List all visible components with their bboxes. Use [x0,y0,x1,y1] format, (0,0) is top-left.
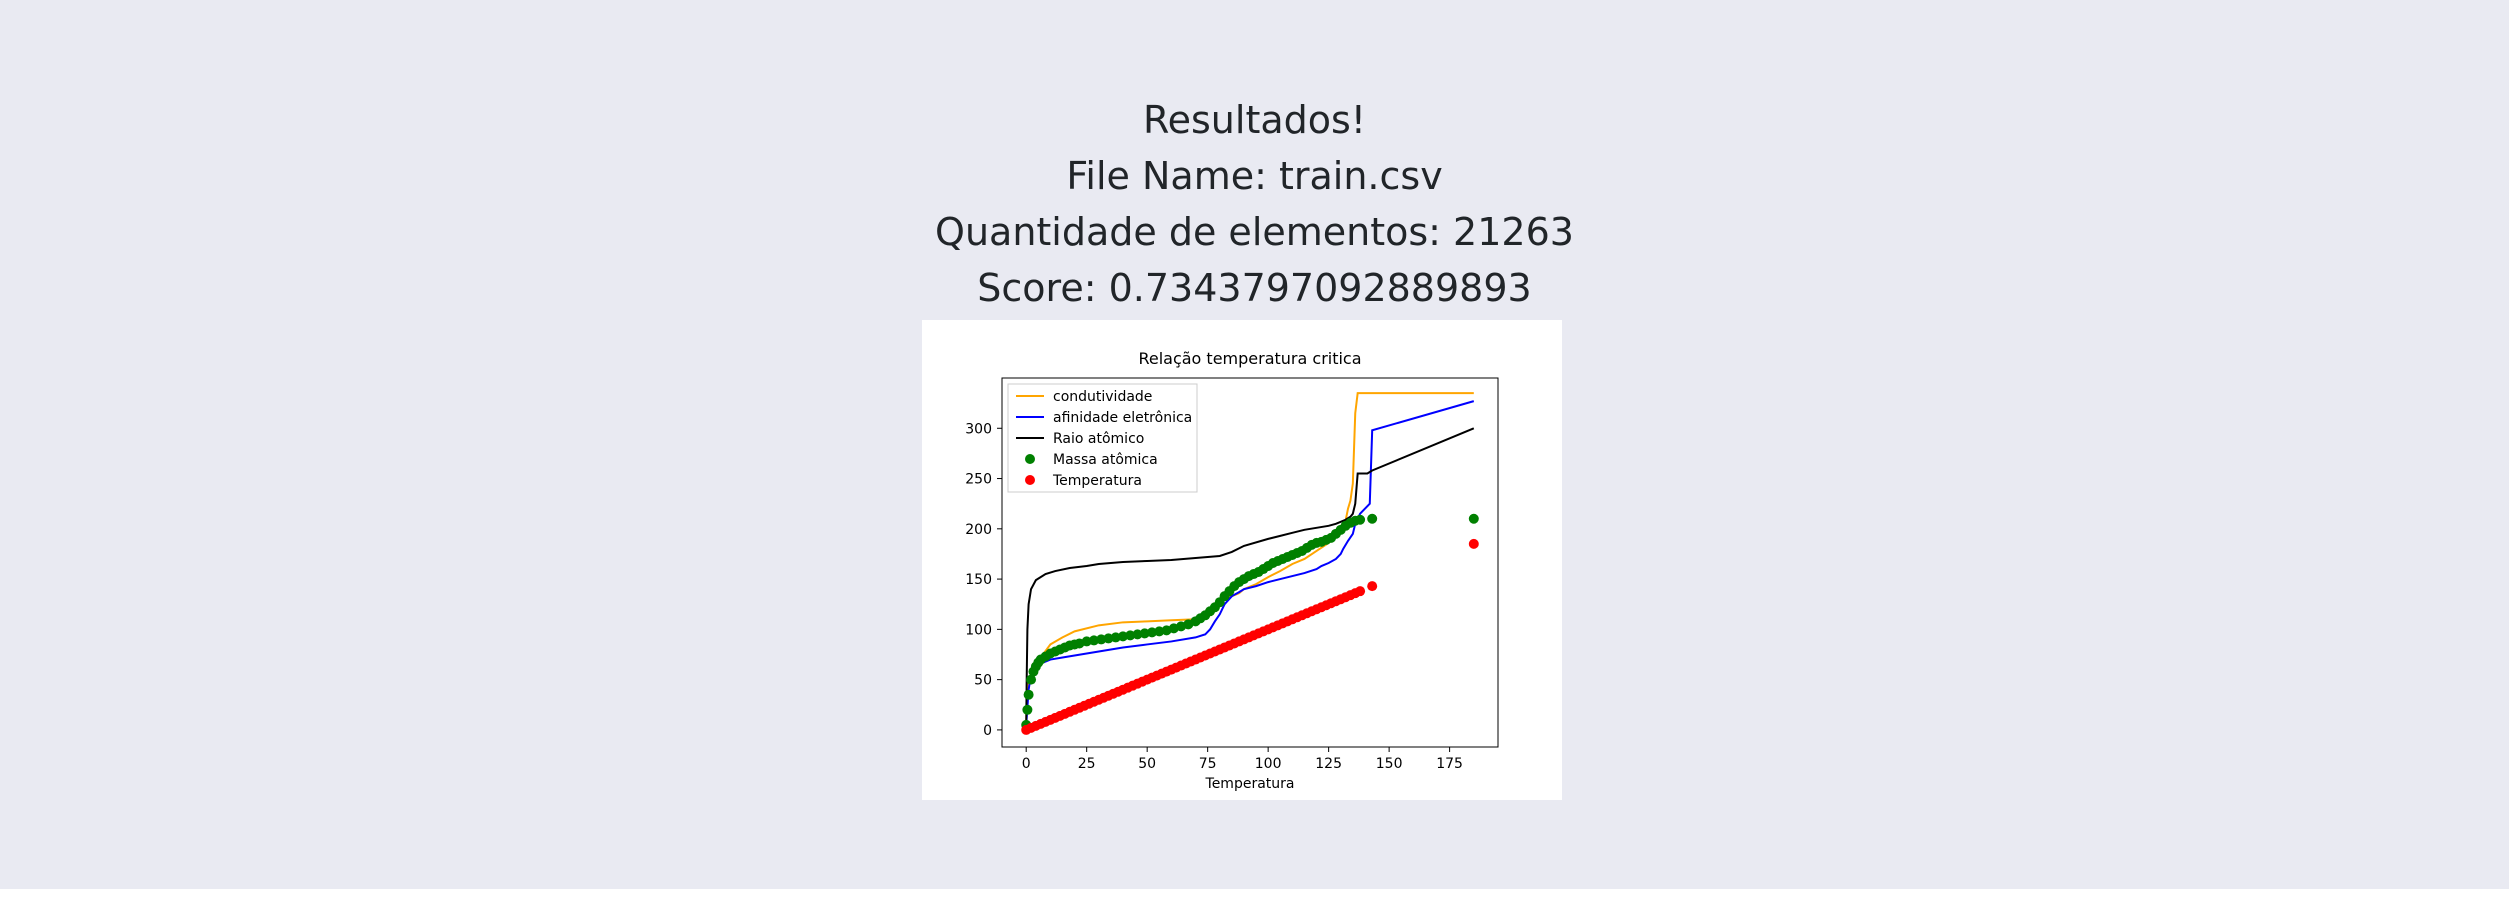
x-tick-label: 25 [1078,756,1096,772]
data-point [1355,586,1366,597]
results-title: Resultados! [1142,98,1367,142]
y-tick-label: 100 [965,622,992,638]
file-name-label: File Name: train.csv [1066,154,1443,198]
legend-swatch [1025,454,1035,464]
series-points-massa-atomica [1021,513,1479,730]
y-tick-label: 300 [965,421,992,437]
x-tick-label: 125 [1315,756,1342,772]
data-point [1468,538,1479,549]
x-tick-label: 100 [1255,756,1282,772]
chart-svg: Relação temperatura critica 0 25 50 75 100 12… [965,349,1499,792]
legend-label: Massa atômica [1053,452,1158,468]
data-point [1355,514,1366,525]
legend-item-condutividade: condutividade [1016,389,1152,405]
y-tick-label: 0 [983,723,992,739]
series-points-temperatura [1021,538,1479,735]
element-count-label: Quantidade de elementos: 21263 [935,210,1574,254]
legend-item-massa-atomica: Massa atômica [1025,452,1158,468]
chart-legend: condutividade afinidade eletrônica Raio at… [1007,383,1198,493]
data-point [1367,581,1378,592]
x-tick-label: 75 [1199,756,1217,772]
legend-label: afinidade eletrônica [1053,410,1192,426]
x-tick-label: 150 [1376,756,1403,772]
score-label: Score: 0.7343797092889893 [977,266,1532,310]
y-tick-label: 200 [965,522,992,538]
legend-item-afinidade-eletronica: afinidade eletrônica [1016,410,1192,426]
y-axis: 0 50 100 150 200 250 300 [965,421,1002,739]
x-tick-label: 175 [1436,756,1463,772]
data-point [1022,704,1033,715]
data-point [1468,513,1479,524]
y-tick-label: 250 [965,472,992,488]
data-point [1026,674,1037,685]
legend-label: Temperatura [1052,473,1142,489]
legend-swatch [1025,475,1035,485]
legend-label: condutividade [1053,389,1152,405]
legend-item-temperatura: Temperatura [1025,473,1142,489]
x-axis: 0 25 50 75 100 125 150 175 [1022,747,1463,772]
y-tick-label: 150 [965,572,992,588]
legend-label: Raio atômico [1053,431,1144,447]
series-line-afinidade-eletronica [1025,400,1475,725]
chart-title: Relação temperatura critica [1138,349,1361,368]
plot-frame [1001,377,1499,748]
series-line-raio-atomico [1025,427,1475,725]
chart-figure: Relação temperatura critica 0 25 50 75 100 12… [922,320,1562,800]
legend-item-raio-atomico: Raio atômico [1016,431,1144,447]
x-tick-label: 0 [1022,756,1031,772]
plot-marks [1021,392,1479,735]
x-axis-label: Temperatura [1205,776,1295,792]
data-point [1023,689,1034,700]
y-tick-label: 50 [974,673,992,689]
data-point [1367,513,1378,524]
x-tick-label: 50 [1138,756,1156,772]
